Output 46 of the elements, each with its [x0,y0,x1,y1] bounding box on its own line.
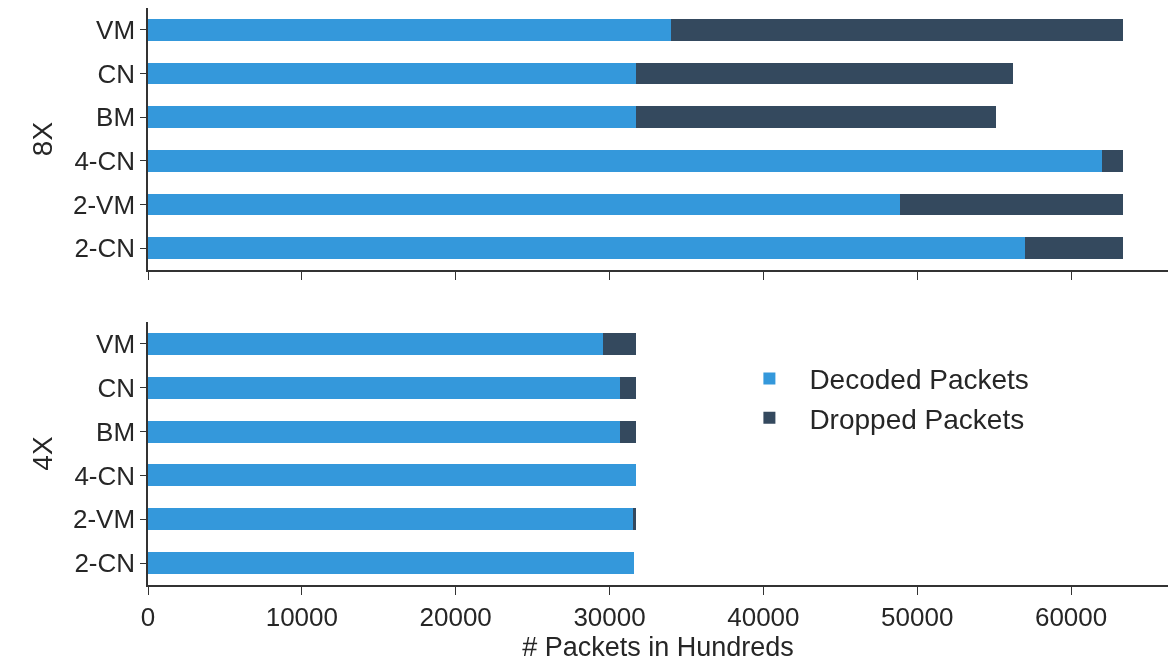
bar [148,552,635,575]
y-tick-label: VM [96,14,136,45]
legend-label: Dropped Packets [809,403,1025,435]
y-tick-label: CN [97,372,136,403]
y-tick-label: BM [96,102,136,133]
bar [603,332,636,355]
x-tick-label: 30000 [573,601,646,632]
y-tick-label: 4-CN [74,460,136,491]
bar [148,464,636,487]
bar [148,106,636,129]
bar [148,62,636,85]
bar [635,62,1013,85]
bar [148,376,621,399]
bar [900,193,1124,216]
x-tick-label: 50000 [881,601,954,632]
bar [148,332,604,355]
bar [671,18,1124,41]
y-axis-title: 4X [27,436,59,471]
x-tick-label: 40000 [727,601,800,632]
y-tick-label: 2-CN [74,548,136,579]
bar [148,508,633,531]
x-tick-label: 20000 [419,601,492,632]
bar [148,193,901,216]
bar [148,149,1102,172]
y-tick-label: 2-VM [72,189,136,220]
legend-label: Decoded Packets [809,364,1029,396]
y-tick-label: 2-VM [72,504,136,535]
y-tick-label: CN [97,58,136,89]
y-axis-title: 8X [27,121,59,157]
bar [1024,237,1124,260]
y-tick-label: BM [96,416,136,447]
bar [635,106,996,129]
x-tick-label: 0 [140,601,156,632]
bar [1101,149,1124,172]
y-tick-label: 2-CN [74,233,136,264]
x-tick-label: 10000 [265,601,339,632]
bar [620,420,636,443]
x-axis-title: # Packets in Hundreds [522,631,794,662]
x-tick-label: 60000 [1034,601,1108,632]
bar [620,376,636,399]
bar [632,508,636,531]
y-tick-label: 4-CN [74,145,136,176]
bar [148,420,621,443]
bar [148,18,672,41]
bar [148,237,1025,260]
y-tick-label: VM [96,329,136,360]
